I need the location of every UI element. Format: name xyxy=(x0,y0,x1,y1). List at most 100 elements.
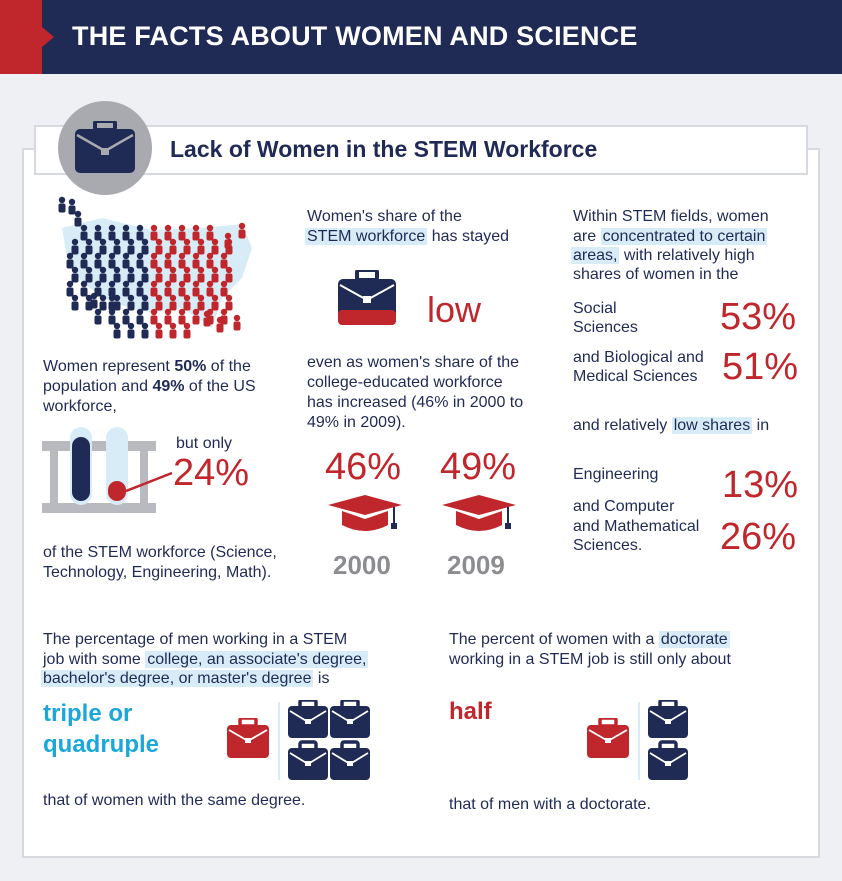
person-icon xyxy=(155,273,163,283)
person-icon xyxy=(99,238,107,246)
person-icon xyxy=(94,315,102,325)
person-icon xyxy=(211,301,219,311)
but-only-label: but only xyxy=(176,435,233,452)
person-icon xyxy=(178,252,186,260)
person-icon xyxy=(197,245,205,255)
person-icon xyxy=(197,238,205,246)
person-icon xyxy=(108,224,116,232)
person-icon xyxy=(122,287,130,297)
fields-text-2: are concentrated to certain xyxy=(573,228,768,245)
low-shares-text: and relatively low shares in xyxy=(573,417,770,434)
person-icon xyxy=(136,287,144,297)
person-icon xyxy=(164,280,172,288)
person-icon xyxy=(127,301,135,311)
briefcase-icon xyxy=(75,121,135,173)
person-icon xyxy=(99,294,107,302)
person-icon xyxy=(85,245,93,255)
bio-label-1: and Biological and xyxy=(573,349,704,366)
person-icon xyxy=(178,280,186,288)
growth-text-3: has increased (46% in 2000 to xyxy=(307,394,524,411)
person-icon xyxy=(233,321,241,331)
person-icon xyxy=(155,238,163,246)
person-icon xyxy=(192,231,200,241)
person-icon xyxy=(141,238,149,246)
person-icon xyxy=(220,259,228,269)
person-icon xyxy=(108,259,116,269)
person-icon xyxy=(122,308,130,316)
population-text-2: population and 49% of the US xyxy=(43,378,256,395)
person-icon xyxy=(80,259,88,269)
person-icon xyxy=(220,308,228,316)
us-population-map xyxy=(58,196,252,339)
person-icon xyxy=(192,287,200,297)
person-icon xyxy=(74,217,82,227)
person-icon xyxy=(206,231,214,241)
person-icon xyxy=(169,238,177,246)
triple-label: triple or xyxy=(43,700,133,727)
person-icon xyxy=(122,252,130,260)
person-icon xyxy=(164,252,172,260)
person-icon xyxy=(122,259,130,269)
person-icon xyxy=(113,294,121,302)
person-icon xyxy=(136,231,144,241)
social-percent: 53% xyxy=(720,296,797,338)
person-icon xyxy=(220,252,228,260)
person-icon xyxy=(192,252,200,260)
person-icon xyxy=(183,301,191,311)
person-icon xyxy=(80,287,88,297)
person-icon xyxy=(192,224,200,232)
person-icon xyxy=(68,205,76,215)
person-icon xyxy=(66,252,74,260)
person-icon xyxy=(150,259,158,269)
person-icon xyxy=(183,329,191,339)
person-icon xyxy=(94,308,102,316)
person-icon xyxy=(108,231,116,241)
person-icon xyxy=(99,273,107,283)
person-icon xyxy=(80,231,88,241)
person-icon xyxy=(85,266,93,274)
page-title: THE FACTS ABOUT WOMEN AND SCIENCE xyxy=(72,21,638,51)
person-icon xyxy=(127,245,135,255)
person-icon xyxy=(216,316,224,324)
person-icon xyxy=(192,315,200,325)
header-bar xyxy=(0,0,842,74)
person-icon xyxy=(150,308,158,316)
person-icon xyxy=(113,238,121,246)
person-icon xyxy=(155,266,163,274)
comp-percent: 26% xyxy=(720,516,797,558)
person-icon xyxy=(66,280,74,288)
person-icon xyxy=(108,252,116,260)
person-icon xyxy=(68,198,76,206)
fields-text-3: areas, with relatively high xyxy=(571,247,755,264)
men-doctorate-briefcases-icon xyxy=(648,700,690,780)
fields-text-4: shares of women in the xyxy=(573,266,739,283)
comp-label-3: Sciences. xyxy=(573,537,643,554)
year-2009: 2009 xyxy=(447,550,505,580)
person-icon xyxy=(127,238,135,246)
person-icon xyxy=(66,259,74,269)
person-icon xyxy=(85,273,93,283)
person-icon xyxy=(225,273,233,283)
person-icon xyxy=(58,196,66,204)
stem-workforce-percent: 24% xyxy=(173,452,250,494)
person-icon xyxy=(94,259,102,269)
person-icon xyxy=(122,315,130,325)
person-icon xyxy=(169,266,177,274)
person-icon xyxy=(164,224,172,232)
person-icon xyxy=(225,301,233,311)
social-label-1: Social xyxy=(573,300,617,317)
person-icon xyxy=(183,266,191,274)
low-label: low xyxy=(427,289,482,330)
person-icon xyxy=(71,301,79,311)
person-icon xyxy=(127,273,135,283)
person-icon xyxy=(206,224,214,232)
person-icon xyxy=(164,308,172,316)
person-icon xyxy=(155,322,163,330)
divider xyxy=(638,702,640,780)
person-icon xyxy=(224,239,232,249)
person-icon xyxy=(211,245,219,255)
person-icon xyxy=(238,222,246,230)
person-icon xyxy=(136,308,144,316)
person-icon xyxy=(150,280,158,288)
person-icon xyxy=(178,259,186,269)
